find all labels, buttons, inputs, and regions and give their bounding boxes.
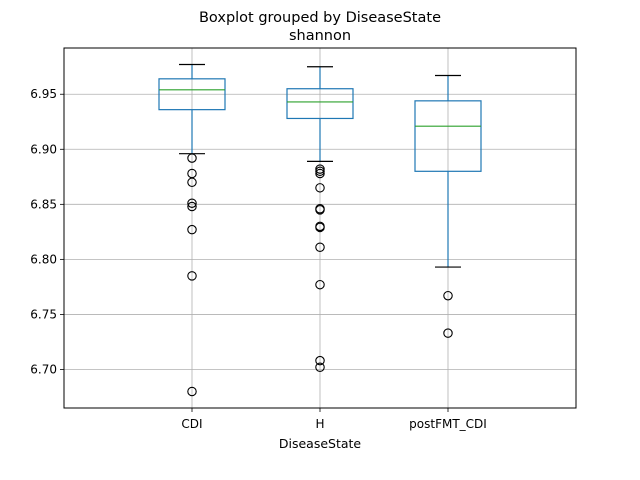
box-iqr	[414, 100, 482, 172]
outlier-point	[443, 290, 453, 301]
box-layer	[158, 63, 482, 397]
outlier-point	[187, 153, 197, 163]
x-tick-label: postFMT_CDI	[409, 417, 487, 431]
x-tick-label: CDI	[181, 417, 202, 431]
outlier-point	[315, 362, 325, 373]
box-group-h	[286, 66, 354, 373]
outlier-point	[315, 355, 325, 366]
chart-title: Boxplot grouped by DiseaseState	[199, 10, 441, 26]
box-iqr	[286, 88, 354, 120]
outlier-point	[187, 224, 197, 235]
outlier-point	[315, 279, 325, 290]
outlier-point	[187, 386, 197, 397]
y-tick-label: 6.75	[30, 307, 57, 321]
x-axis-label: DiseaseState	[279, 436, 362, 451]
outlier-point	[187, 271, 197, 281]
x-tick-label: H	[315, 417, 324, 431]
y-tick-label: 6.80	[30, 252, 57, 266]
outlier-point	[187, 198, 197, 208]
outlier-point	[187, 201, 197, 212]
y-tick-label: 6.95	[30, 87, 57, 101]
outlier-point	[187, 177, 197, 188]
outlier-point	[315, 222, 325, 233]
box-group-cdi	[158, 63, 226, 397]
outlier-point	[443, 328, 453, 338]
outlier-point	[315, 205, 325, 215]
y-tick-label: 6.70	[30, 362, 57, 376]
box-group-postfmt-cdi	[414, 74, 482, 338]
box-iqr	[158, 78, 226, 111]
outlier-point	[315, 242, 325, 253]
outlier-point	[315, 183, 325, 193]
outlier-point	[315, 168, 325, 179]
chart-subtitle: shannon	[289, 28, 351, 44]
y-tick-label: 6.90	[30, 142, 57, 156]
y-tick-label: 6.85	[30, 197, 57, 211]
